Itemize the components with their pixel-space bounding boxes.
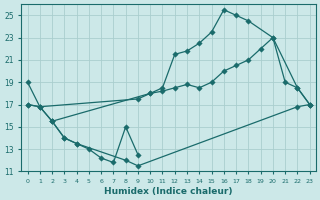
- X-axis label: Humidex (Indice chaleur): Humidex (Indice chaleur): [104, 187, 233, 196]
